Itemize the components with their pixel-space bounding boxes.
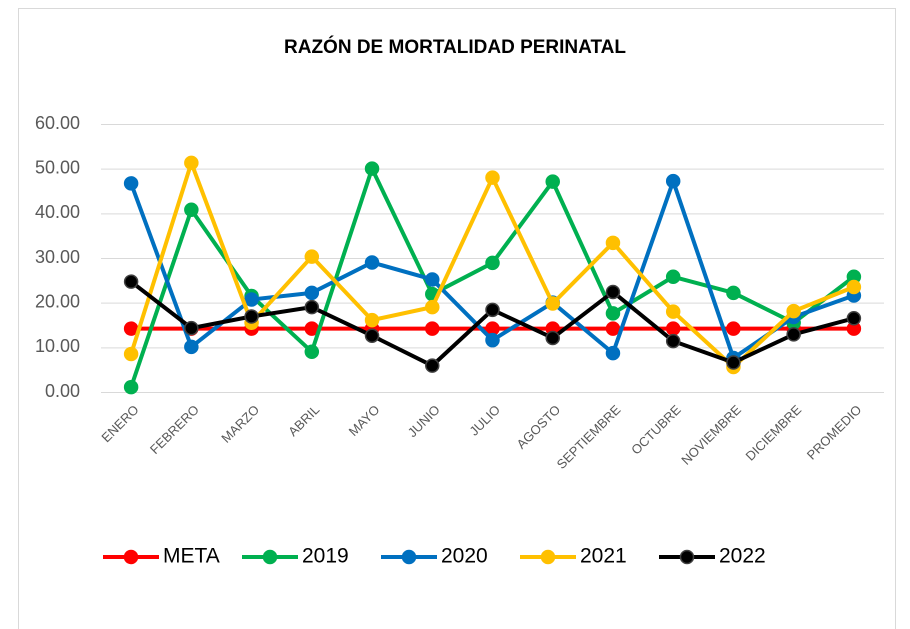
y-tick-label: 30.00 — [35, 247, 80, 267]
point — [425, 321, 440, 336]
point — [123, 379, 139, 395]
point — [726, 285, 741, 301]
point — [485, 170, 500, 185]
point — [786, 327, 801, 342]
point — [665, 269, 681, 285]
legend-marker — [401, 549, 417, 565]
y-tick-label: 60.00 — [35, 113, 80, 133]
point — [123, 176, 139, 191]
point — [184, 155, 199, 171]
y-tick-label: 20.00 — [35, 291, 80, 311]
legend-marker — [540, 549, 556, 565]
point — [184, 202, 199, 218]
point — [846, 311, 862, 326]
point — [184, 320, 199, 336]
point — [364, 312, 380, 328]
legend-label: 2022 — [719, 545, 766, 568]
legend-label: 2019 — [302, 545, 349, 568]
legend-marker — [123, 549, 139, 565]
legend-label: 2020 — [441, 545, 488, 568]
chart-title: RAZÓN DE MORTALIDAD PERINATAL — [284, 36, 626, 58]
point — [425, 272, 440, 287]
point — [726, 355, 741, 370]
point — [786, 303, 801, 319]
point — [605, 345, 621, 361]
point — [425, 358, 440, 373]
chart-border — [18, 8, 896, 629]
point — [425, 299, 440, 315]
point — [846, 279, 862, 295]
point — [304, 299, 320, 315]
y-tick-label: 0.00 — [45, 381, 80, 401]
point — [605, 284, 621, 300]
point — [244, 292, 259, 307]
point — [123, 274, 139, 289]
point — [364, 161, 380, 176]
point — [304, 344, 320, 360]
point — [184, 339, 199, 355]
point — [304, 249, 320, 264]
point — [605, 235, 621, 251]
point — [485, 255, 500, 271]
point — [605, 321, 621, 336]
legend-label: 2021 — [580, 545, 627, 568]
point — [364, 328, 380, 343]
point — [605, 306, 621, 321]
y-tick-label: 10.00 — [35, 336, 80, 356]
point — [665, 304, 681, 319]
y-tick-label: 50.00 — [35, 157, 80, 177]
point — [123, 346, 139, 362]
point — [665, 333, 681, 349]
point — [485, 332, 500, 348]
point — [545, 296, 560, 311]
point — [485, 302, 500, 318]
legend-marker — [262, 549, 278, 565]
point — [244, 309, 259, 324]
point — [545, 330, 560, 346]
point — [545, 174, 560, 189]
point — [304, 285, 320, 301]
legend-label: META — [163, 545, 220, 568]
point — [665, 173, 681, 189]
y-tick-label: 40.00 — [35, 202, 80, 222]
point — [364, 255, 380, 270]
legend-marker — [679, 549, 695, 565]
point — [665, 321, 681, 336]
point — [726, 321, 741, 336]
